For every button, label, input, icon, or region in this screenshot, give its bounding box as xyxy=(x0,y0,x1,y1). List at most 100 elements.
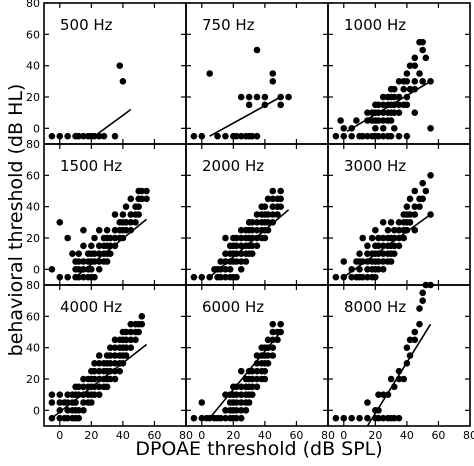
data-point xyxy=(132,336,139,344)
data-point xyxy=(269,328,277,336)
data-point xyxy=(390,125,398,132)
data-point xyxy=(122,226,130,234)
y-tick-label: 40 xyxy=(26,201,40,214)
data-point xyxy=(395,93,403,101)
data-point xyxy=(119,78,127,85)
data-point xyxy=(233,383,240,391)
panel: 0 20 40 60 80 6000 Hz xyxy=(185,284,335,442)
data-point xyxy=(206,414,213,422)
data-point xyxy=(198,414,206,422)
data-point xyxy=(406,336,414,344)
data-point xyxy=(217,266,225,273)
data-point xyxy=(237,407,245,414)
data-point xyxy=(56,399,64,406)
data-point xyxy=(64,234,71,242)
data-point xyxy=(261,375,269,383)
data-point xyxy=(135,328,142,336)
data-point xyxy=(416,70,423,77)
y-tick-label: 20 xyxy=(26,232,40,245)
data-point xyxy=(122,352,130,359)
y-tick-label: 40 xyxy=(26,60,40,73)
data-point xyxy=(395,226,403,234)
data-point xyxy=(390,85,398,93)
data-point xyxy=(395,109,403,116)
data-point xyxy=(390,414,398,422)
data-point xyxy=(80,273,87,281)
x-tick-label: 80 xyxy=(321,429,335,442)
data-point xyxy=(111,375,119,383)
data-point xyxy=(48,414,56,422)
data-point xyxy=(56,391,64,398)
y-tick-label: 40 xyxy=(26,342,40,355)
data-point xyxy=(264,195,272,203)
data-point xyxy=(379,250,387,257)
data-point xyxy=(248,132,256,140)
data-point xyxy=(237,367,245,375)
data-point xyxy=(64,132,71,140)
data-point xyxy=(56,219,64,226)
data-point xyxy=(95,367,103,375)
data-point xyxy=(368,234,376,242)
data-point xyxy=(106,242,114,250)
data-point xyxy=(214,132,221,140)
data-point xyxy=(95,352,103,359)
data-point xyxy=(253,375,261,383)
data-point xyxy=(364,132,371,140)
data-point xyxy=(233,242,240,250)
data-point xyxy=(253,219,261,226)
data-point xyxy=(375,414,382,422)
x-tick-label: 60 xyxy=(289,429,303,442)
data-point xyxy=(379,391,387,398)
panel-title: 8000 Hz xyxy=(344,298,406,316)
data-point xyxy=(348,125,355,132)
data-point xyxy=(269,187,277,195)
data-point xyxy=(135,203,142,210)
data-point xyxy=(95,250,103,257)
data-point xyxy=(253,367,261,375)
data-point xyxy=(411,85,419,93)
data-point xyxy=(390,109,398,116)
data-point xyxy=(348,266,355,273)
data-point xyxy=(395,219,403,226)
data-point xyxy=(116,62,124,69)
panel-title: 2000 Hz xyxy=(202,157,264,175)
data-point xyxy=(106,352,114,359)
y-tick-label: 0 xyxy=(33,263,40,276)
data-point xyxy=(427,78,434,85)
data-point xyxy=(400,375,408,383)
panel: 0 20 40 60 80 500 Hz xyxy=(26,0,187,145)
data-point xyxy=(138,320,146,328)
y-tick-label: 60 xyxy=(26,169,40,182)
data-point xyxy=(80,242,87,250)
data-point xyxy=(91,250,98,257)
data-point xyxy=(106,344,114,351)
data-point xyxy=(379,109,387,116)
data-point xyxy=(95,226,103,234)
data-point xyxy=(88,266,95,273)
data-point xyxy=(222,132,229,140)
data-point xyxy=(95,391,103,398)
data-point xyxy=(122,203,130,210)
data-point xyxy=(253,383,261,391)
data-point xyxy=(277,187,284,195)
data-point xyxy=(411,78,419,85)
data-point xyxy=(111,234,119,242)
data-point xyxy=(119,234,127,242)
data-point xyxy=(106,234,114,242)
data-point xyxy=(406,352,414,359)
data-point xyxy=(64,399,71,406)
data-point xyxy=(427,125,434,132)
data-point xyxy=(233,391,240,398)
data-point xyxy=(222,407,229,414)
data-point xyxy=(403,101,411,109)
data-point xyxy=(364,258,371,265)
data-point xyxy=(237,399,245,406)
data-point xyxy=(122,336,130,344)
data-point xyxy=(111,360,119,367)
data-point xyxy=(375,258,382,265)
data-point xyxy=(411,211,419,218)
data-point xyxy=(419,297,426,304)
data-point xyxy=(277,328,284,336)
data-point xyxy=(269,219,277,226)
data-point xyxy=(95,375,103,383)
